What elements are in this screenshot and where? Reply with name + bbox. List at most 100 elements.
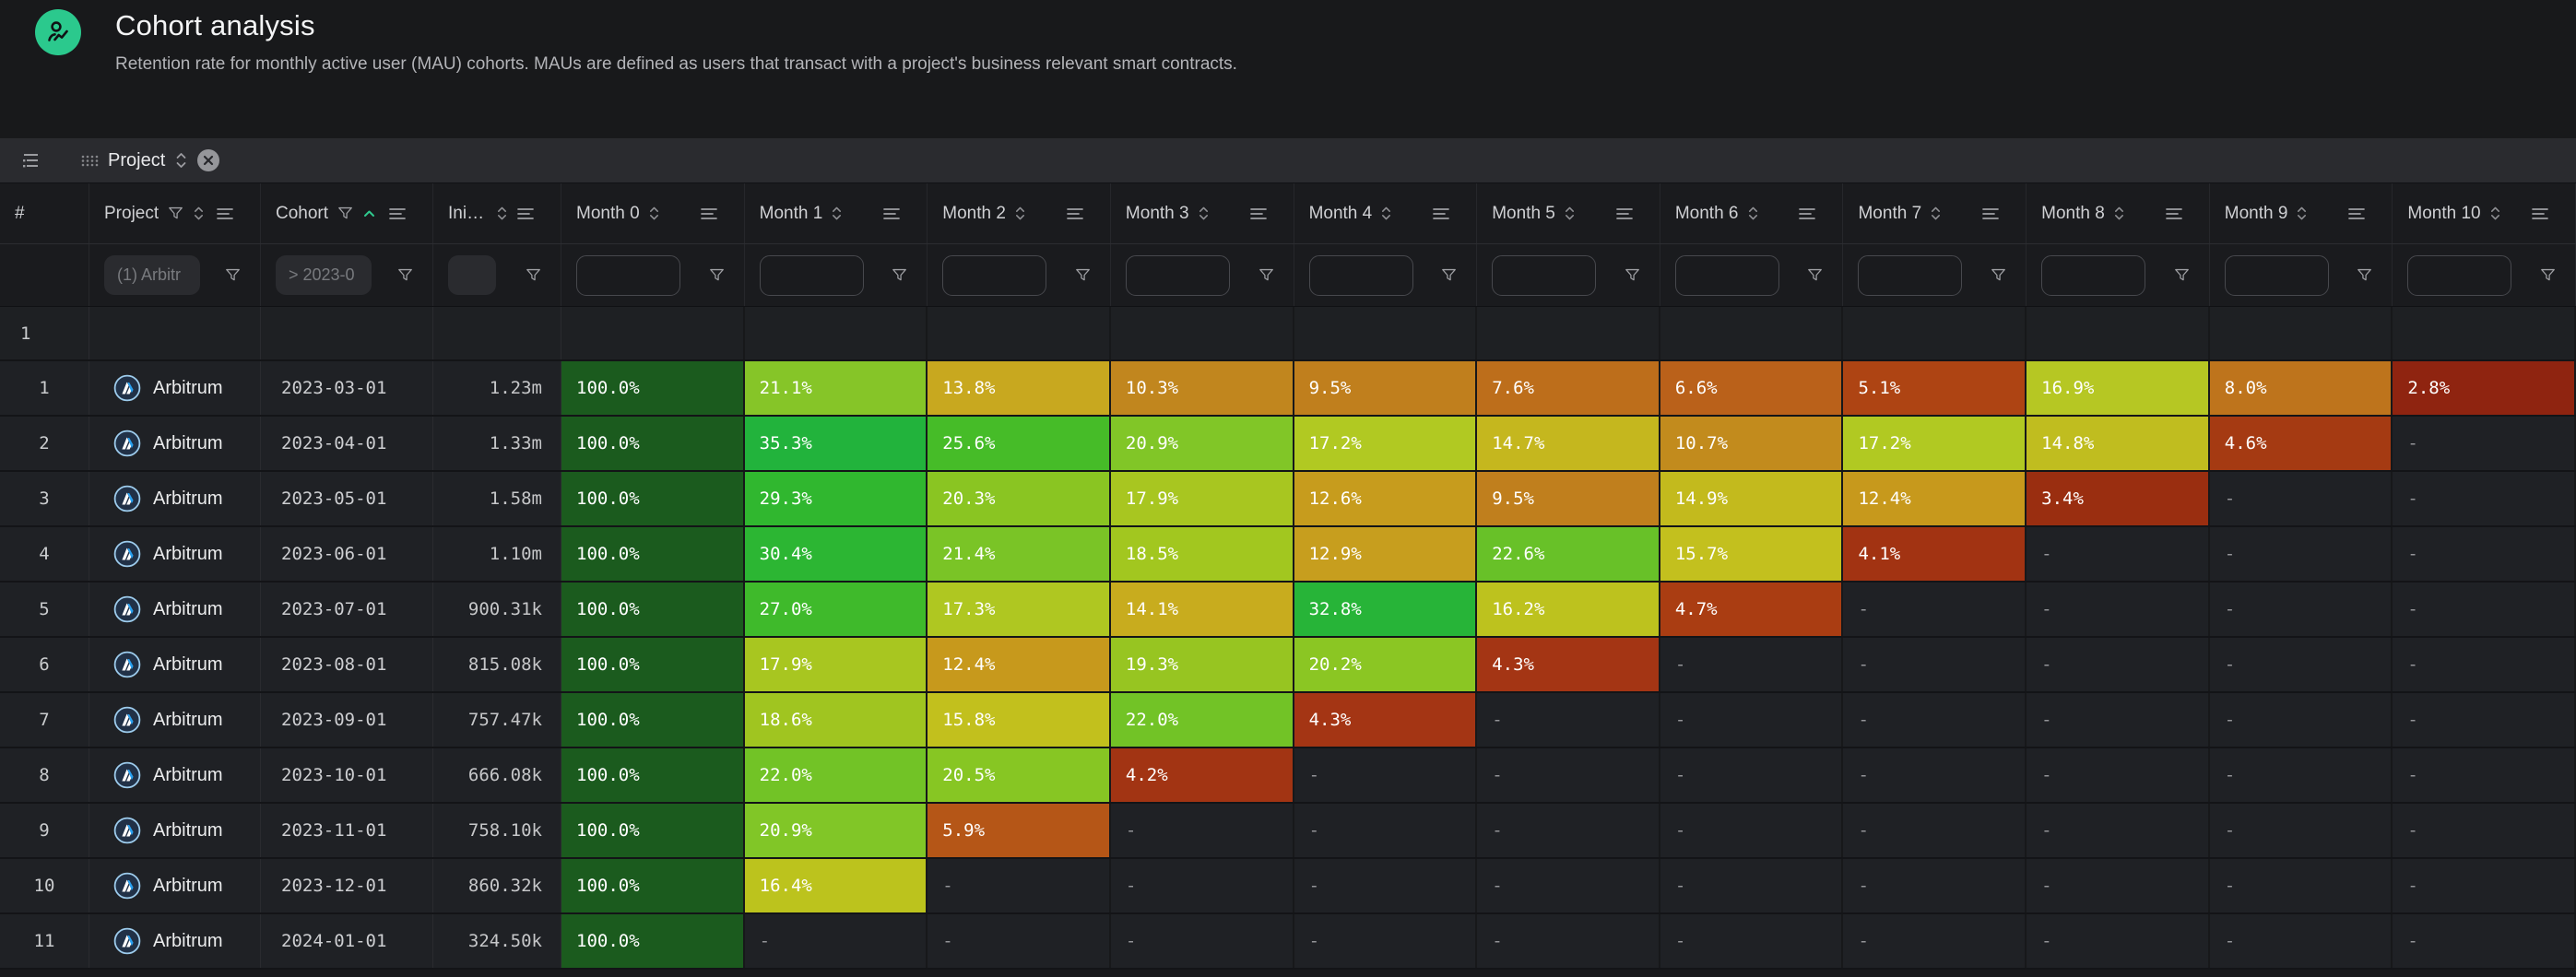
column-menu-icon[interactable] bbox=[700, 206, 729, 221]
filter-input-initial[interactable] bbox=[448, 255, 496, 295]
column-menu-icon[interactable] bbox=[1615, 206, 1645, 221]
filter-menu-icon[interactable] bbox=[525, 266, 542, 284]
filter-menu-icon[interactable] bbox=[1806, 266, 1824, 284]
retention-cell: 20.3% bbox=[928, 472, 1111, 525]
filter-cell-m9 bbox=[2210, 244, 2393, 306]
retention-cell: - bbox=[2027, 859, 2210, 912]
filter-menu-icon[interactable] bbox=[1074, 266, 1092, 284]
retention-cell: - bbox=[745, 914, 928, 968]
column-header-m6[interactable]: Month 6 bbox=[1660, 183, 1844, 243]
filter-cell-m3 bbox=[1111, 244, 1294, 306]
filter-input-m6[interactable] bbox=[1674, 254, 1779, 296]
retention-cell: 27.0% bbox=[744, 583, 928, 636]
filter-input-m10[interactable] bbox=[2407, 254, 2512, 296]
retention-cell: 22.0% bbox=[744, 748, 928, 802]
sort-updown-icon bbox=[1564, 205, 1576, 222]
filter-input-m4[interactable] bbox=[1308, 254, 1413, 296]
column-header-m2[interactable]: Month 2 bbox=[928, 183, 1111, 243]
column-menu-icon[interactable] bbox=[2165, 206, 2194, 221]
column-menu-icon[interactable] bbox=[388, 206, 418, 221]
retention-cell: - bbox=[1477, 859, 1660, 912]
filter-menu-icon[interactable] bbox=[224, 266, 242, 284]
retention-cell: 4.1% bbox=[1843, 527, 2027, 581]
filter-input-cohort[interactable]: > 2023-0 bbox=[276, 255, 372, 295]
filter-input-m2[interactable] bbox=[942, 254, 1047, 296]
column-menu-icon[interactable] bbox=[216, 206, 245, 221]
filter-menu-icon[interactable] bbox=[396, 266, 414, 284]
retention-cell: - bbox=[1660, 748, 1844, 802]
column-header-project[interactable]: Project bbox=[89, 183, 261, 243]
retention-cell: 18.6% bbox=[744, 693, 928, 747]
row-number-cell: 8 bbox=[0, 748, 89, 802]
column-header-cohort[interactable]: Cohort bbox=[261, 183, 433, 243]
filter-input-m5[interactable] bbox=[1492, 254, 1597, 296]
filter-input-m1[interactable] bbox=[759, 254, 864, 296]
column-menu-icon[interactable] bbox=[1249, 206, 1279, 221]
empty-cell bbox=[745, 307, 928, 359]
row-groups-panel-icon[interactable] bbox=[17, 147, 44, 174]
column-header-m9[interactable]: Month 9 bbox=[2210, 183, 2393, 243]
column-header-label: Project bbox=[104, 203, 160, 223]
arbitrum-logo-icon bbox=[113, 651, 141, 678]
column-header-m1[interactable]: Month 1 bbox=[745, 183, 928, 243]
filter-menu-icon[interactable] bbox=[1258, 266, 1275, 284]
column-menu-icon[interactable] bbox=[1432, 206, 1461, 221]
group-chip-project[interactable]: Project bbox=[81, 149, 220, 171]
arbitrum-logo-icon bbox=[113, 595, 141, 623]
filter-input-m8[interactable] bbox=[2041, 254, 2146, 296]
column-header-label: Cohort bbox=[276, 203, 329, 223]
filter-menu-icon[interactable] bbox=[708, 266, 726, 284]
filter-menu-icon[interactable] bbox=[2173, 266, 2191, 284]
page-title: Cohort analysis bbox=[115, 9, 315, 41]
row-group-toolbar: Project bbox=[0, 138, 2576, 182]
column-header-rownum[interactable]: # bbox=[0, 183, 89, 243]
retention-cell: - bbox=[1111, 914, 1294, 968]
column-menu-icon[interactable] bbox=[2347, 206, 2377, 221]
pinned-row: 1 bbox=[0, 307, 2576, 361]
column-header-m3[interactable]: Month 3 bbox=[1111, 183, 1294, 243]
retention-cell: 13.8% bbox=[928, 361, 1111, 415]
table-row: 11 Arbitrum 2024-01-01 324.50k 100.0% - - - - - - -… bbox=[0, 914, 2576, 970]
retention-cell: 15.7% bbox=[1660, 527, 1844, 581]
drag-dots-icon[interactable] bbox=[81, 155, 99, 167]
column-menu-icon[interactable] bbox=[1981, 206, 2011, 221]
empty-cell bbox=[433, 307, 561, 359]
filter-input-m7[interactable] bbox=[1858, 254, 1963, 296]
table-row: 2 Arbitrum 2023-04-01 1.33m 100.0% 35.3% 25.6%… bbox=[0, 417, 2576, 472]
filter-menu-icon[interactable] bbox=[1440, 266, 1458, 284]
column-header-m10[interactable]: Month 10 bbox=[2393, 183, 2576, 243]
filter-input-m9[interactable] bbox=[2224, 254, 2329, 296]
column-header-initial[interactable]: Initi... bbox=[433, 183, 561, 243]
column-menu-icon[interactable] bbox=[1066, 206, 1095, 221]
filter-cell-m6 bbox=[1660, 244, 1844, 306]
retention-cell: - bbox=[1111, 804, 1294, 857]
remove-group-icon[interactable] bbox=[197, 149, 220, 171]
retention-cell: 100.0% bbox=[561, 914, 745, 968]
sort-updown-icon[interactable] bbox=[174, 150, 188, 171]
column-menu-icon[interactable] bbox=[882, 206, 912, 221]
cohort-cell: 2023-05-01 bbox=[261, 472, 433, 525]
column-menu-icon[interactable] bbox=[2531, 206, 2560, 221]
filter-menu-icon[interactable] bbox=[1990, 266, 2007, 284]
retention-cell: - bbox=[2210, 804, 2393, 857]
column-menu-icon[interactable] bbox=[1798, 206, 1827, 221]
filter-menu-icon[interactable] bbox=[891, 266, 908, 284]
cohort-cell: 2023-03-01 bbox=[261, 361, 433, 415]
filter-input-m3[interactable] bbox=[1125, 254, 1230, 296]
filter-menu-icon[interactable] bbox=[1624, 266, 1641, 284]
retention-cell: - bbox=[2210, 527, 2393, 581]
filter-input-project[interactable]: (1) Arbitr bbox=[104, 255, 200, 295]
column-header-m8[interactable]: Month 8 bbox=[2027, 183, 2210, 243]
retention-cell: - bbox=[2393, 693, 2576, 747]
column-menu-icon[interactable] bbox=[516, 206, 546, 221]
filter-active-icon bbox=[337, 205, 354, 222]
column-header-m4[interactable]: Month 4 bbox=[1294, 183, 1478, 243]
filter-input-m0[interactable] bbox=[576, 254, 680, 296]
retention-cell: 20.9% bbox=[1110, 417, 1294, 470]
filter-menu-icon[interactable] bbox=[2356, 266, 2373, 284]
retention-cell: - bbox=[2210, 693, 2393, 747]
column-header-m5[interactable]: Month 5 bbox=[1477, 183, 1660, 243]
column-header-m7[interactable]: Month 7 bbox=[1843, 183, 2027, 243]
filter-menu-icon[interactable] bbox=[2539, 266, 2557, 284]
column-header-m0[interactable]: Month 0 bbox=[561, 183, 745, 243]
